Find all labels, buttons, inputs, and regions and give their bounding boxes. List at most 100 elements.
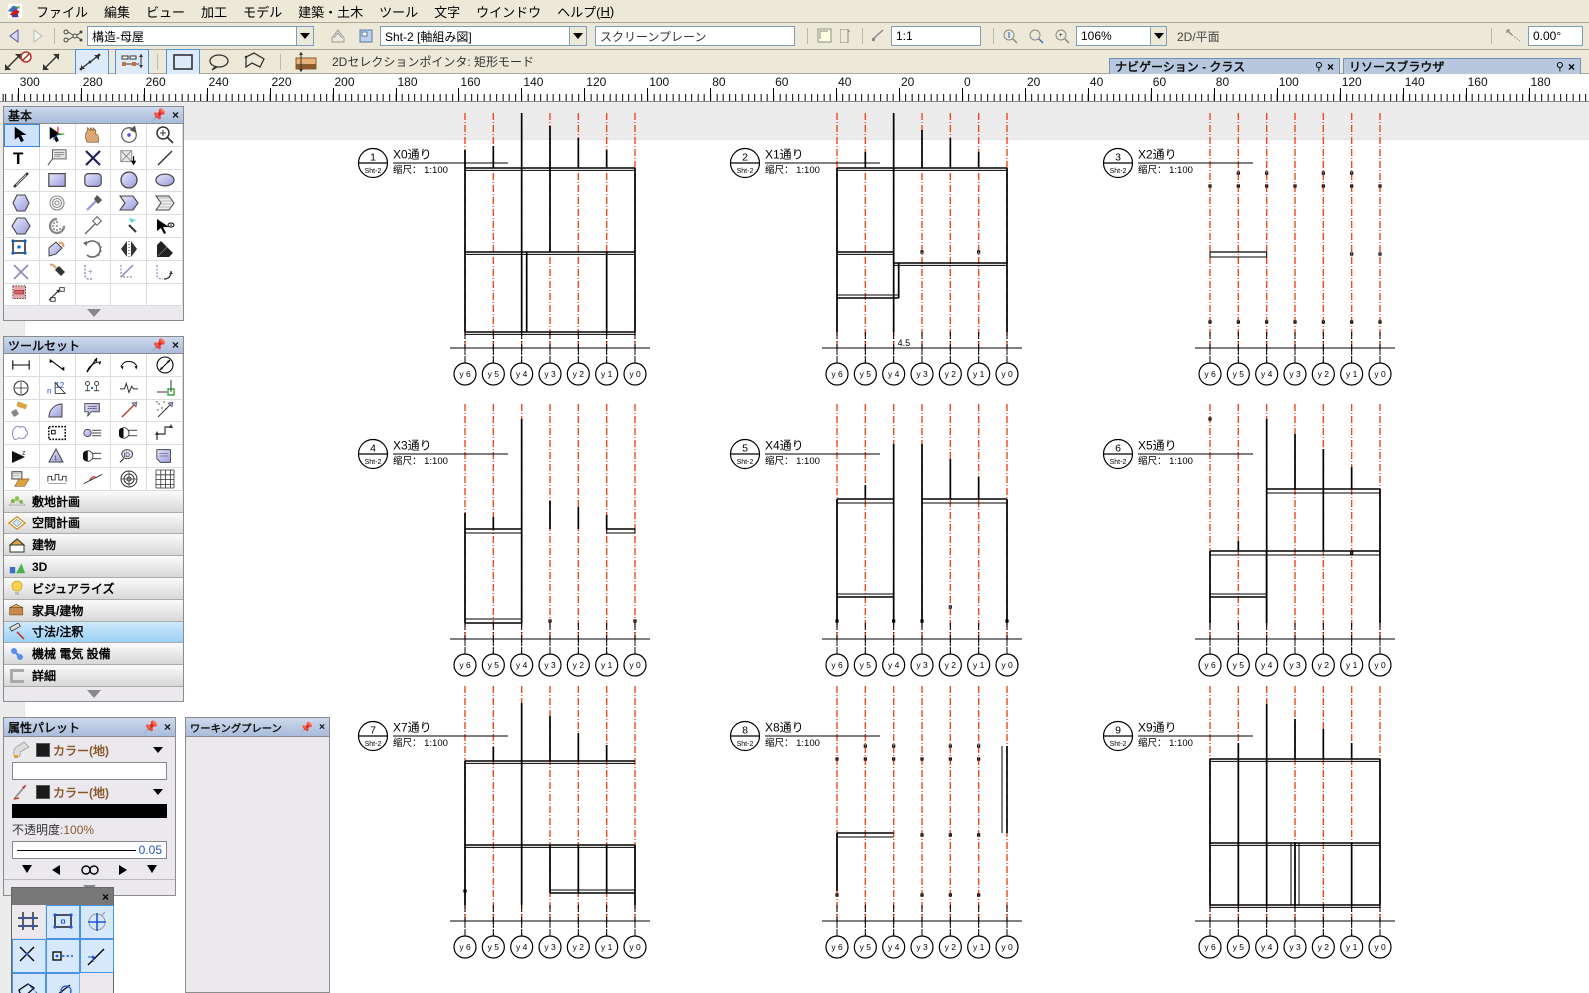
svg-text:y 6: y 6 [1204,942,1216,952]
svg-text:Sht-2: Sht-2 [365,459,382,466]
svg-text:y 1: y 1 [1346,942,1358,952]
svg-text:Sht-2: Sht-2 [737,168,754,175]
svg-text:y 1: y 1 [973,942,985,952]
svg-text:3: 3 [1115,152,1121,164]
svg-text:y 3: y 3 [544,942,556,952]
svg-text:Sht-2: Sht-2 [1110,459,1127,466]
svg-text:y 1: y 1 [601,942,613,952]
svg-text:4.5: 4.5 [898,338,911,348]
svg-text:Sht-2: Sht-2 [1110,741,1127,748]
svg-text:y 2: y 2 [573,660,585,670]
svg-text:y 4: y 4 [516,942,528,952]
svg-text:8: 8 [742,725,748,737]
svg-text:Sht-2: Sht-2 [365,168,382,175]
svg-text:y 2: y 2 [573,942,585,952]
svg-text:X2通り: X2通り [1138,148,1177,162]
svg-text:X8通り: X8通り [765,721,804,735]
svg-text:缩尺： 1:100: 缩尺： 1:100 [393,164,448,176]
svg-text:1: 1 [370,152,376,164]
svg-text:缩尺： 1:100: 缩尺： 1:100 [1138,455,1193,467]
svg-text:y 5: y 5 [1233,942,1245,952]
svg-text:y 0: y 0 [1001,660,1013,670]
svg-text:X4通り: X4通り [765,439,804,453]
svg-text:X0通り: X0通り [393,148,432,162]
svg-text:缩尺： 1:100: 缩尺： 1:100 [1138,164,1193,176]
svg-text:y 1: y 1 [1346,369,1358,379]
svg-text:Sht-2: Sht-2 [365,741,382,748]
svg-text:y 6: y 6 [1204,660,1216,670]
svg-text:y 3: y 3 [544,660,556,670]
svg-text:y 3: y 3 [916,369,928,379]
svg-text:y 1: y 1 [601,660,613,670]
svg-text:缩尺： 1:100: 缩尺： 1:100 [765,455,820,467]
svg-text:9: 9 [1115,725,1121,737]
svg-text:n: n [47,386,52,395]
svg-text:y 3: y 3 [916,942,928,952]
svg-text:y 2: y 2 [945,369,957,379]
svg-text:y 6: y 6 [459,369,471,379]
svg-text:y 4: y 4 [888,660,900,670]
svg-text:y 2: y 2 [945,660,957,670]
svg-text:7: 7 [370,725,376,737]
svg-text:y 6: y 6 [831,369,843,379]
svg-text:y 4: y 4 [1261,942,1273,952]
svg-text:缩尺： 1:100: 缩尺： 1:100 [1138,737,1193,749]
svg-text:T: T [13,149,24,168]
svg-text:ID: ID [123,452,130,459]
svg-text:y 4: y 4 [888,942,900,952]
svg-text:缩尺： 1:100: 缩尺： 1:100 [393,455,448,467]
svg-text:y 1: y 1 [601,369,613,379]
svg-text:Sht-2: Sht-2 [737,459,754,466]
svg-text:y 6: y 6 [831,660,843,670]
svg-text:y 0: y 0 [1374,369,1386,379]
svg-text:缩尺： 1:100: 缩尺： 1:100 [765,164,820,176]
svg-text:y 5: y 5 [488,942,500,952]
svg-text:y 4: y 4 [1261,660,1273,670]
svg-text:y 4: y 4 [1261,369,1273,379]
svg-text:y 6: y 6 [459,942,471,952]
svg-text:X3通り: X3通り [393,439,432,453]
svg-text:y 2: y 2 [945,942,957,952]
svg-text:y 6: y 6 [831,942,843,952]
svg-text:5: 5 [742,443,748,455]
svg-text:y 4: y 4 [888,369,900,379]
svg-text:y 0: y 0 [1001,942,1013,952]
svg-text:y 5: y 5 [860,942,872,952]
svg-text:y 5: y 5 [860,369,872,379]
svg-text:缩尺： 1:100: 缩尺： 1:100 [765,737,820,749]
svg-text:y 2: y 2 [1318,660,1330,670]
svg-text:y 2: y 2 [1318,942,1330,952]
svg-text:缩尺： 1:100: 缩尺： 1:100 [393,737,448,749]
svg-text:y 0: y 0 [629,660,641,670]
svg-text:y 0: y 0 [1001,369,1013,379]
svg-text:12: 12 [55,381,65,390]
svg-text:y 0: y 0 [629,942,641,952]
svg-text:y 2: y 2 [1318,369,1330,379]
svg-text:y 5: y 5 [1233,369,1245,379]
svg-text:X5通り: X5通り [1138,439,1177,453]
svg-text:y 1: y 1 [973,369,985,379]
svg-text:y 3: y 3 [1289,942,1301,952]
svg-text:y 3: y 3 [1289,369,1301,379]
svg-text:y 1: y 1 [973,660,985,670]
svg-text:z: z [22,450,26,457]
svg-text:y 0: y 0 [1374,660,1386,670]
svg-text:y 1: y 1 [1346,660,1358,670]
svg-text:y 5: y 5 [860,660,872,670]
svg-text:y 0: y 0 [629,369,641,379]
svg-text:+: + [88,267,93,276]
svg-text:y 2: y 2 [573,369,585,379]
svg-text:X7通り: X7通り [393,721,432,735]
svg-text:+: + [1059,33,1063,39]
svg-text:4: 4 [370,443,376,455]
svg-text:y 5: y 5 [488,369,500,379]
svg-text:y 0: y 0 [1374,942,1386,952]
svg-text:Sht-2: Sht-2 [737,741,754,748]
svg-text:2: 2 [742,152,748,164]
svg-text:X1通り: X1通り [765,148,804,162]
svg-text:y 4: y 4 [516,660,528,670]
svg-text:y 3: y 3 [1289,660,1301,670]
svg-text:y 3: y 3 [544,369,556,379]
svg-text:y 6: y 6 [459,660,471,670]
svg-text:y 5: y 5 [488,660,500,670]
